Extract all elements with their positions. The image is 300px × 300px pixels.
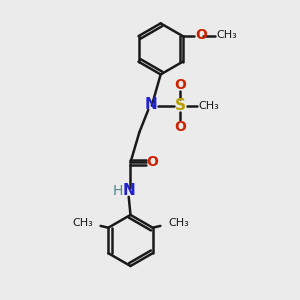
Text: CH₃: CH₃: [199, 101, 219, 111]
Text: CH₃: CH₃: [168, 218, 189, 228]
Text: N: N: [122, 183, 135, 198]
Text: O: O: [174, 78, 186, 92]
Text: H: H: [113, 184, 123, 198]
Text: S: S: [175, 98, 186, 113]
Text: O: O: [174, 120, 186, 134]
Text: CH₃: CH₃: [72, 218, 93, 228]
Text: O: O: [146, 155, 158, 169]
Text: O: O: [195, 28, 207, 42]
Text: N: N: [145, 98, 158, 112]
Text: CH₃: CH₃: [217, 30, 237, 40]
